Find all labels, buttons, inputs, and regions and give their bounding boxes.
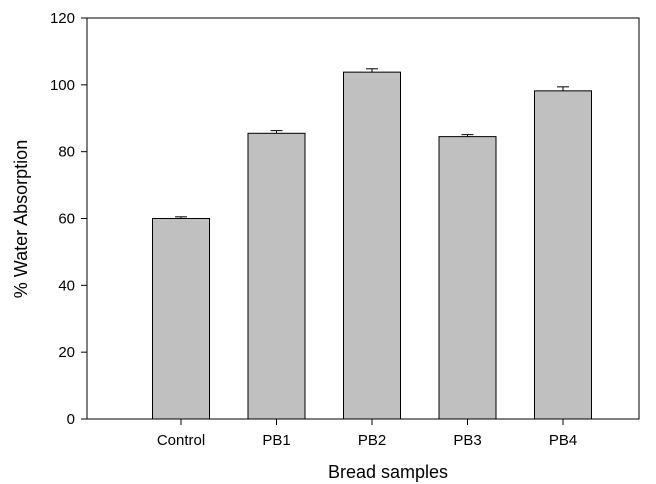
y-tick-label: 80 (58, 144, 75, 161)
y-axis-ticks: 0 20 40 60 80 100 120 (50, 10, 87, 428)
y-tick-label: 0 (67, 411, 75, 428)
error-bar-pb3 (461, 134, 474, 137)
bar-pb4 (534, 90, 592, 420)
x-tick-label-pb4: PB4 (549, 432, 577, 449)
y-tick-label: 100 (50, 77, 75, 94)
y-tick-label: 120 (50, 10, 75, 27)
error-bar-pb4 (557, 86, 569, 91)
y-tick-label: 60 (58, 211, 75, 228)
x-axis-title: Bread samples (328, 462, 448, 482)
bar-control (152, 218, 210, 420)
y-tick-label: 40 (58, 277, 75, 294)
x-tick-label-pb2: PB2 (358, 432, 386, 449)
y-axis-title: % Water Absorption (11, 140, 31, 298)
bar-pb1 (247, 132, 306, 420)
x-tick-label-pb1: PB1 (262, 432, 290, 449)
error-bar-control (175, 216, 187, 219)
x-axis-ticks: Control PB1 PB2 PB3 PB4 (157, 419, 577, 449)
error-bar-pb2 (366, 68, 378, 73)
y-tick-label: 20 (58, 344, 75, 361)
x-tick-label-control: Control (157, 432, 205, 449)
error-bar-pb1 (270, 130, 283, 134)
x-tick-label-pb3: PB3 (453, 432, 481, 449)
bar-pb3 (438, 136, 497, 420)
error-bars (175, 68, 569, 219)
bar-pb2 (343, 71, 401, 420)
bars (152, 71, 592, 420)
